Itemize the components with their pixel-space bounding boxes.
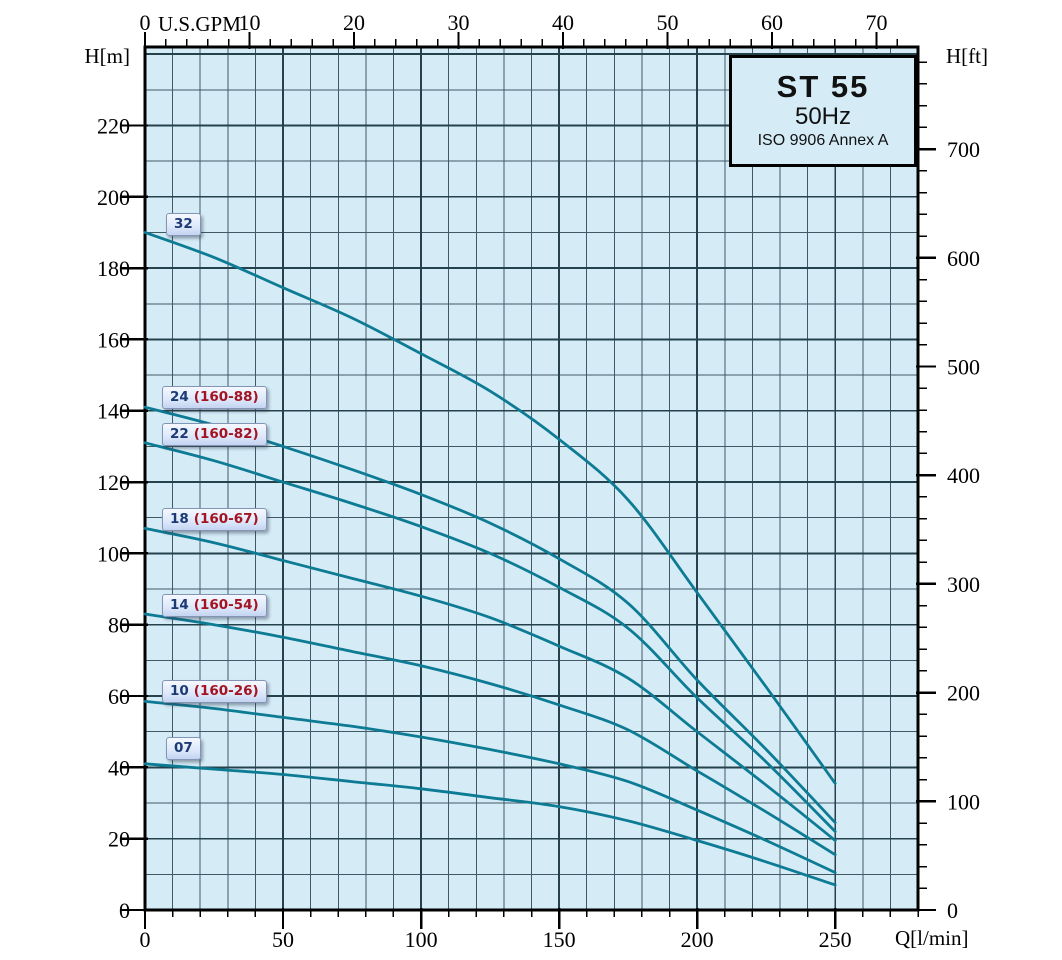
svg-text:80: 80 — [108, 613, 130, 638]
bottom-axis-title: Q[l/min] — [895, 926, 969, 950]
svg-text:400: 400 — [947, 463, 980, 488]
svg-text:10: 10 — [239, 10, 261, 35]
svg-text:0: 0 — [140, 10, 151, 35]
svg-text:250: 250 — [819, 927, 852, 952]
curve-label-22: 22 (160-82) — [162, 423, 267, 447]
svg-text:180: 180 — [97, 256, 130, 281]
svg-text:200: 200 — [97, 185, 130, 210]
svg-text:0: 0 — [140, 927, 151, 952]
curve-32 — [143, 231, 837, 785]
svg-text:100: 100 — [947, 789, 980, 814]
curve-07 — [143, 762, 837, 887]
curve-label-code: (160-54) — [193, 597, 259, 613]
title-box: ST 55 50Hz ISO 9906 Annex A — [729, 55, 917, 167]
curve-label-14: 14 (160-54) — [162, 594, 267, 618]
curve-label-stages: 18 — [170, 511, 189, 527]
svg-text:50: 50 — [272, 927, 294, 952]
svg-text:20: 20 — [108, 827, 130, 852]
svg-text:300: 300 — [947, 572, 980, 597]
curve-label-stages: 07 — [174, 740, 193, 756]
svg-text:160: 160 — [97, 327, 130, 352]
svg-text:700: 700 — [947, 137, 980, 162]
svg-text:40: 40 — [552, 10, 574, 35]
right-axis-title: H[ft] — [946, 44, 988, 68]
svg-text:60: 60 — [108, 684, 130, 709]
curve-10 — [143, 700, 837, 874]
svg-text:0: 0 — [119, 898, 130, 923]
left-axis-title: H[m] — [84, 44, 131, 68]
svg-text:50: 50 — [657, 10, 679, 35]
svg-text:200: 200 — [947, 681, 980, 706]
svg-text:200: 200 — [681, 927, 714, 952]
svg-text:150: 150 — [543, 927, 576, 952]
curve-label-code: (160-67) — [193, 511, 259, 527]
svg-text:220: 220 — [97, 113, 130, 138]
curve-label-10: 10 (160-26) — [162, 680, 267, 704]
curve-18 — [143, 527, 837, 842]
curve-label-stages: 24 — [170, 389, 189, 405]
svg-text:100: 100 — [97, 541, 130, 566]
curve-14 — [143, 612, 837, 857]
curve-label-stages: 14 — [170, 597, 189, 613]
svg-text:30: 30 — [448, 10, 470, 35]
curve-label-18: 18 (160-67) — [162, 508, 267, 532]
svg-text:500: 500 — [947, 355, 980, 380]
curve-label-stages: 10 — [170, 683, 189, 699]
svg-text:140: 140 — [97, 399, 130, 424]
svg-text:40: 40 — [108, 755, 130, 780]
curve-label-stages: 22 — [170, 426, 189, 442]
svg-text:20: 20 — [343, 10, 365, 35]
top-axis-title: U.S.GPM — [158, 12, 241, 36]
curve-label-code: (160-88) — [193, 389, 259, 405]
standard-label: ISO 9906 Annex A — [757, 131, 889, 149]
model-name: ST 55 — [776, 68, 870, 104]
svg-text:60: 60 — [761, 10, 783, 35]
svg-text:600: 600 — [947, 246, 980, 271]
curve-label-07: 07 — [166, 737, 201, 761]
svg-text:120: 120 — [97, 470, 130, 495]
curve-22 — [143, 441, 837, 833]
curve-label-code: (160-26) — [193, 683, 259, 699]
curve-label-stages: 32 — [174, 216, 193, 232]
curve-24 — [143, 405, 837, 824]
curve-label-32: 32 — [166, 213, 201, 237]
frequency-label: 50Hz — [794, 103, 852, 131]
curve-label-24: 24 (160-88) — [162, 386, 267, 410]
svg-text:100: 100 — [405, 927, 438, 952]
svg-text:0: 0 — [947, 898, 958, 923]
svg-text:70: 70 — [866, 10, 888, 35]
curve-label-code: (160-82) — [193, 426, 259, 442]
